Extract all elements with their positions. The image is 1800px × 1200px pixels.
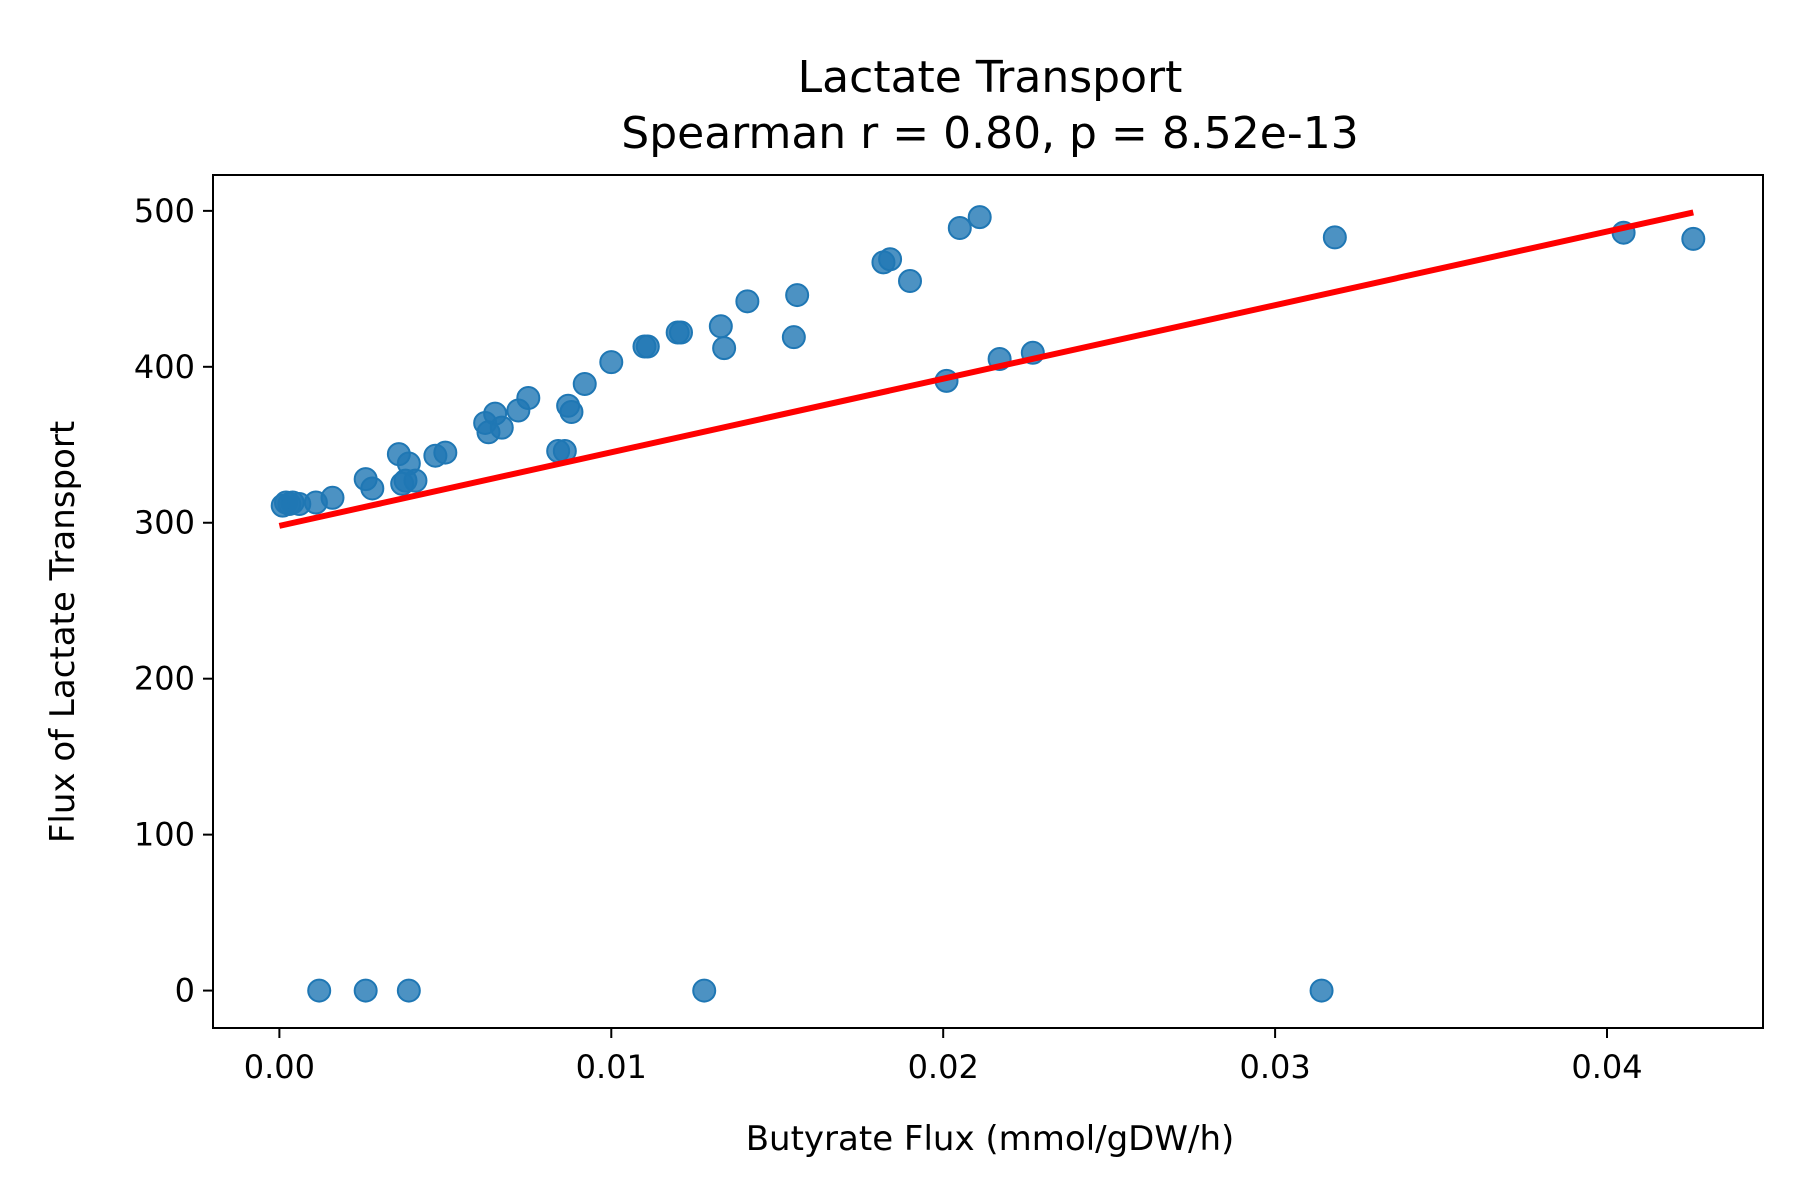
data-point (1309, 978, 1334, 1003)
data-point (967, 205, 992, 230)
y-axis-label: Flux of Lactate Transport (43, 421, 83, 843)
x-tick-label: 0.03 (1239, 1048, 1310, 1086)
data-point (433, 440, 458, 465)
data-point (947, 216, 972, 241)
y-tick-label: 0 (175, 972, 195, 1010)
chart-title: Lactate Transport (798, 52, 1183, 103)
y-tick-label: 400 (134, 348, 195, 386)
data-point (403, 468, 428, 493)
data-point (735, 289, 760, 314)
x-tick-label: 0.01 (576, 1048, 647, 1086)
data-point (1322, 225, 1347, 250)
y-tick-label: 100 (134, 816, 195, 854)
regression-line (278, 209, 1694, 529)
data-points (270, 205, 1706, 1003)
data-point (712, 336, 737, 361)
y-tick-label: 500 (134, 192, 195, 230)
data-point (1681, 226, 1706, 251)
data-point (692, 978, 717, 1003)
data-point (668, 320, 693, 345)
data-point (489, 415, 514, 440)
x-axis-label: Butyrate Flux (mmol/gDW/h) (746, 1119, 1235, 1159)
x-tick-label: 0.02 (908, 1048, 979, 1086)
data-point (781, 325, 806, 350)
plot-area: 0.00 0.01 0.02 0.03 0.04 0 100 200 300 400 500 (134, 174, 1764, 1086)
x-tick-label: 0.04 (1571, 1048, 1642, 1086)
y-tick-label: 300 (134, 504, 195, 542)
x-tick-label: 0.00 (244, 1048, 315, 1086)
data-point (898, 269, 923, 294)
data-point (516, 385, 541, 410)
data-point (572, 371, 597, 396)
data-point (307, 978, 332, 1003)
plot-frame (212, 174, 1764, 1029)
data-point (785, 283, 810, 308)
data-point (599, 350, 624, 375)
data-point (635, 334, 660, 359)
data-point (708, 314, 733, 339)
data-point (360, 476, 385, 501)
x-axis: 0.00 0.01 0.02 0.03 0.04 (244, 1028, 1643, 1086)
data-point (353, 978, 378, 1003)
data-point (559, 400, 584, 425)
y-tick-label: 200 (134, 660, 195, 698)
y-axis: 0 100 200 300 400 500 (134, 192, 213, 1010)
chart-subtitle: Spearman r = 0.80, p = 8.52e-13 (621, 108, 1358, 159)
data-point (396, 978, 421, 1003)
data-point (878, 247, 903, 272)
regression-line-group (278, 209, 1694, 529)
data-point (320, 485, 345, 510)
